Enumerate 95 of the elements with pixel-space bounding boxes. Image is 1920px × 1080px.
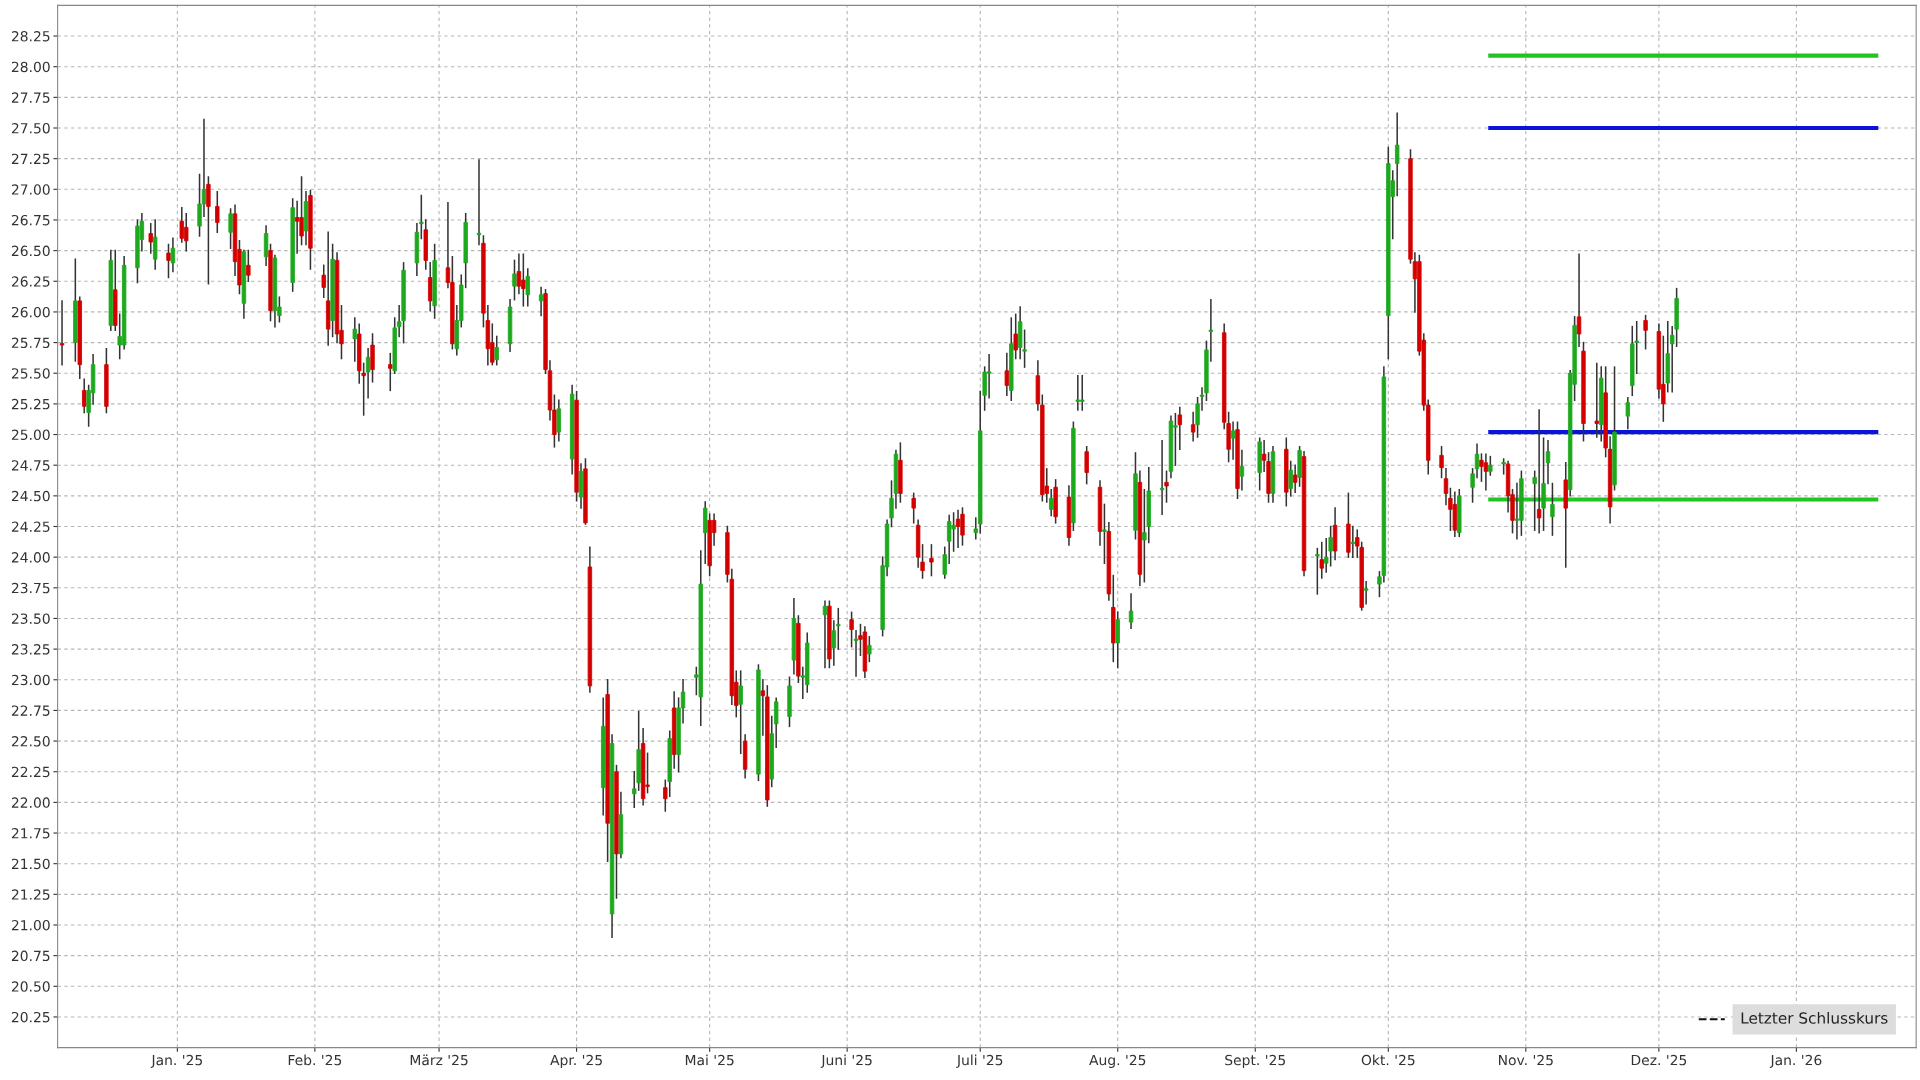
y-tick-label: 27.25 <box>11 153 50 165</box>
y-tick-label: 28.25 <box>11 31 50 42</box>
x-tick-label: Apr. '25 <box>550 1054 602 1068</box>
candlestick <box>1004 352 1010 397</box>
y-tick-label: 25.50 <box>11 368 50 379</box>
x-tick-label: Aug. '25 <box>1089 1054 1146 1068</box>
y-tick-label: 24.00 <box>11 552 50 563</box>
x-tick-label: Jan. '25 <box>150 1054 203 1068</box>
x-tick-label: Juli '25 <box>956 1054 1003 1068</box>
y-tick-label: 21.75 <box>11 828 50 839</box>
candlestick <box>1439 446 1444 479</box>
x-tick-label: März '25 <box>410 1054 468 1066</box>
x-tick-label: Feb. '25 <box>288 1054 342 1066</box>
candlestick <box>152 219 158 270</box>
candlestick <box>1159 439 1165 516</box>
y-tick-label: 27.75 <box>11 92 50 103</box>
y-tick-label: 22.00 <box>11 797 50 808</box>
x-tick-label: Juni '25 <box>820 1054 872 1068</box>
y-tick-label: 26.00 <box>11 306 50 318</box>
candlestick <box>428 262 433 312</box>
candlestick <box>1550 482 1555 536</box>
y-tick-label: 25.75 <box>11 337 50 349</box>
candlestick <box>1128 593 1134 630</box>
y-tick-label: 22.50 <box>11 736 50 747</box>
candlestick <box>388 352 393 392</box>
candlestick <box>294 200 300 254</box>
candlestick <box>738 670 743 755</box>
x-tick-label: Okt. '25 <box>1361 1054 1415 1066</box>
candlestick <box>1394 112 1400 197</box>
x-tick-label: Mai '25 <box>685 1054 734 1066</box>
y-tick-label: 22.75 <box>11 705 50 716</box>
candlestick <box>929 544 934 577</box>
y-tick-label: 26.50 <box>11 245 50 257</box>
candlestick <box>1483 453 1489 491</box>
candlestick <box>911 492 916 524</box>
candlestick <box>1443 468 1449 506</box>
candlestick <box>1288 460 1293 497</box>
y-tick-label: 23.75 <box>11 582 50 594</box>
candlestick <box>1594 362 1599 438</box>
y-tick-label: 26.75 <box>11 214 50 226</box>
x-tick-label: Sept. '25 <box>1225 1054 1285 1068</box>
y-tick-label: 20.50 <box>11 981 50 992</box>
y-tick-label: 25.25 <box>11 398 50 410</box>
y-tick-label: 27.00 <box>11 184 50 195</box>
candlestick <box>960 507 965 546</box>
candlestick <box>538 286 544 317</box>
candlestick <box>955 509 961 549</box>
y-tick-label: 23.50 <box>11 613 50 624</box>
candlestick <box>1514 482 1520 540</box>
candlestick <box>59 300 65 366</box>
y-tick-label: 24.50 <box>11 490 50 502</box>
candlestick <box>215 191 220 233</box>
y-tick-label: 25.00 <box>11 429 50 441</box>
y-tick-label: 24.25 <box>11 521 50 532</box>
candlestick <box>1488 455 1493 476</box>
y-tick-label: 23.00 <box>11 674 50 686</box>
candlestick <box>831 620 837 666</box>
candlestick <box>1536 409 1542 534</box>
y-tick-label: 21.00 <box>11 919 50 931</box>
candlestick <box>166 243 171 279</box>
candlestick <box>1084 446 1089 485</box>
y-tick-label: 26.25 <box>11 276 50 287</box>
candlestick <box>246 249 251 283</box>
y-tick-label: 20.25 <box>11 1011 50 1023</box>
y-tick-label: 21.25 <box>11 889 50 900</box>
y-tick-label: 24.75 <box>11 460 50 471</box>
x-tick-label: Dez. '25 <box>1631 1054 1687 1066</box>
candlestick <box>1239 449 1245 491</box>
candlestick <box>494 335 499 366</box>
annotation: Letzter Schlusskurs <box>1741 1011 1888 1024</box>
candlestick <box>1115 611 1120 669</box>
x-tick-label: Nov. '25 <box>1499 1054 1553 1066</box>
candlestick <box>1363 580 1369 605</box>
candlestick <box>1075 374 1081 411</box>
candlestick <box>82 378 87 414</box>
candlestick <box>1643 314 1648 350</box>
candlestick <box>1625 396 1631 430</box>
candlestick <box>867 636 872 663</box>
candlestick <box>1576 253 1582 348</box>
candlestick <box>986 354 992 399</box>
y-tick-label: 21.50 <box>11 858 50 870</box>
y-tick-label: 23.25 <box>11 644 50 655</box>
candlestick <box>951 512 956 552</box>
y-tick-label: 28.00 <box>11 61 50 73</box>
candlestick <box>512 259 517 301</box>
candlestick <box>170 237 176 273</box>
candlestick <box>1230 421 1236 460</box>
candlestick <box>853 629 859 677</box>
y-tick-label: 22.25 <box>11 766 50 778</box>
candlestick <box>1350 525 1356 558</box>
y-tick-label: 27.50 <box>11 122 50 134</box>
x-tick-label: Jan. '26 <box>1769 1054 1822 1068</box>
candlestick <box>228 208 233 249</box>
y-tick-label: 20.75 <box>11 950 50 962</box>
candlestick <box>849 611 854 648</box>
